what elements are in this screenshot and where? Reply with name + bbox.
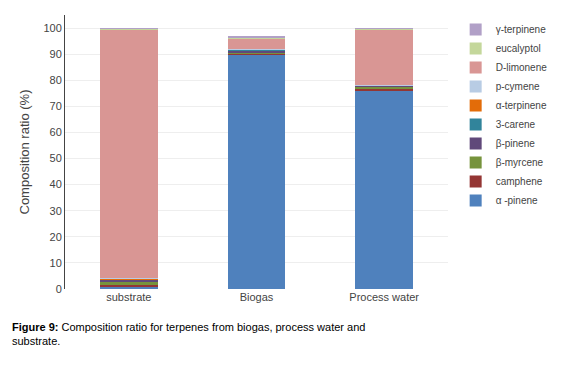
svg-text:γ-terpinene: γ-terpinene: [496, 24, 546, 35]
svg-text:80: 80: [50, 74, 62, 86]
svg-text:camphene: camphene: [496, 176, 543, 187]
svg-text:50: 50: [50, 152, 62, 164]
svg-text:10: 10: [50, 257, 62, 269]
svg-text:β-myrcene: β-myrcene: [496, 157, 544, 168]
svg-text:3-carene: 3-carene: [496, 119, 536, 130]
svg-text:α-terpinene: α-terpinene: [496, 100, 547, 111]
svg-text:20: 20: [50, 231, 62, 243]
svg-text:Biogas: Biogas: [240, 291, 274, 303]
svg-text:β-pinene: β-pinene: [496, 138, 536, 149]
svg-text:Figure 9: Composition ratio fo: Figure 9: Composition ratio for terpenes…: [12, 321, 365, 347]
svg-text:D-limonene: D-limonene: [496, 62, 548, 73]
svg-text:α -pinene: α -pinene: [496, 195, 538, 206]
svg-text:60: 60: [50, 126, 62, 138]
svg-text:Process water: Process water: [349, 291, 419, 303]
svg-text:substrate: substrate: [106, 291, 151, 303]
svg-text:90: 90: [50, 48, 62, 60]
svg-text:30: 30: [50, 205, 62, 217]
svg-text:70: 70: [50, 100, 62, 112]
svg-text:0: 0: [56, 283, 62, 295]
svg-text:eucalyptol: eucalyptol: [496, 43, 541, 54]
svg-text:Composition ratio (%): Composition ratio (%): [17, 90, 32, 215]
svg-text:100: 100: [43, 22, 61, 34]
svg-text:p-cymene: p-cymene: [496, 81, 540, 92]
svg-text:40: 40: [50, 178, 62, 190]
